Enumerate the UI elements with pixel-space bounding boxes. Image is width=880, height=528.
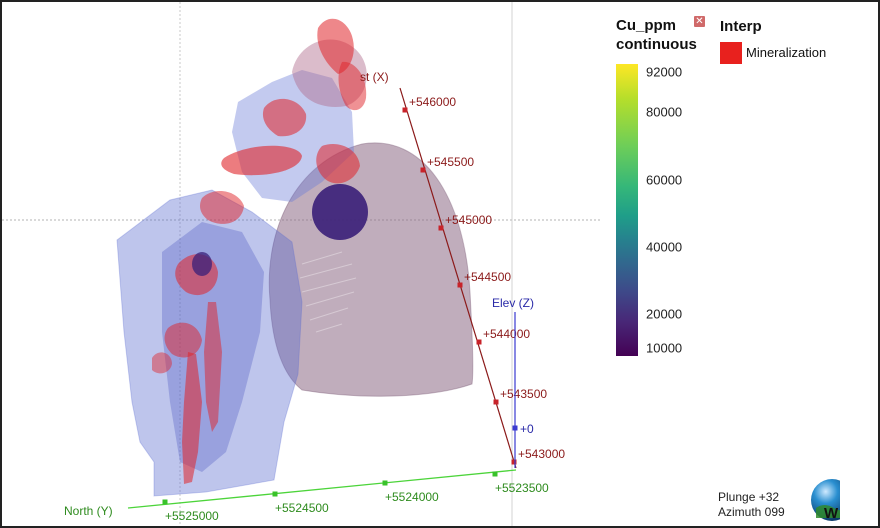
svg-text:W: W bbox=[824, 505, 839, 522]
view-orientation: Plunge +32 Azimuth 099 bbox=[718, 490, 785, 520]
north-axis-tick-label: +5524500 bbox=[275, 501, 329, 515]
east-axis-tick bbox=[402, 107, 408, 113]
east-axis-tick bbox=[457, 282, 463, 288]
interp-legend-title: Interp bbox=[720, 18, 762, 35]
close-icon[interactable]: ✕ bbox=[694, 16, 705, 27]
north-axis-label: North (Y) bbox=[64, 504, 113, 518]
east-axis-tick bbox=[476, 339, 482, 345]
north-axis-tick-label: +5525000 bbox=[165, 509, 219, 523]
mineralization-swatch bbox=[720, 42, 742, 64]
colorbar-title-line1: Cu_ppm bbox=[616, 17, 676, 34]
colorbar-tick-label: 40000 bbox=[646, 239, 683, 255]
mineralization-label: Mineralization bbox=[746, 45, 827, 60]
east-axis-tick-label: +544500 bbox=[464, 270, 511, 284]
colorbar-tick-label: 10000 bbox=[646, 340, 683, 356]
dome-hatching bbox=[299, 251, 357, 333]
east-axis-tick bbox=[493, 399, 499, 405]
colorbar-tick-label: 92000 bbox=[646, 64, 683, 80]
north-axis-tick bbox=[492, 471, 498, 477]
east-axis: st (X) +546000 +545500 +545000 +544500 +54400… bbox=[360, 70, 565, 469]
north-axis-tick bbox=[272, 491, 278, 497]
east-axis-tick bbox=[438, 225, 444, 231]
north-axis-tick bbox=[382, 480, 388, 486]
elev-axis-tick-label: +0 bbox=[520, 422, 534, 436]
colorbar-tick-label: 60000 bbox=[646, 172, 683, 188]
east-axis-tick-label: +543000 bbox=[518, 447, 565, 461]
elev-axis: Elev (Z) +0 bbox=[492, 296, 534, 468]
elev-axis-tick bbox=[512, 425, 518, 431]
east-axis-tick-label: +544000 bbox=[483, 327, 530, 341]
colorbar-title-line2: continuous bbox=[616, 36, 697, 53]
east-axis-line bbox=[399, 87, 517, 469]
north-axis-tick-label: +5524000 bbox=[385, 490, 439, 504]
colorbar-title: Cu_ppm continuous bbox=[616, 16, 697, 54]
east-axis-tick-label: +546000 bbox=[409, 95, 456, 109]
elev-axis-label: Elev (Z) bbox=[492, 296, 534, 310]
east-axis-tick bbox=[420, 167, 426, 173]
north-axis-tick-label: +5523500 bbox=[495, 481, 549, 495]
east-axis-label: st (X) bbox=[360, 70, 389, 84]
east-axis-tick-label: +545000 bbox=[445, 213, 492, 227]
globe-logo-icon: W bbox=[810, 478, 840, 522]
high-grade-blob-small bbox=[192, 252, 212, 276]
colorbar bbox=[616, 64, 638, 356]
colorbar-tick-label: 80000 bbox=[646, 104, 683, 120]
east-axis-tick bbox=[511, 459, 517, 465]
plunge-readout: Plunge +32 bbox=[718, 490, 780, 504]
east-axis-tick-label: +545500 bbox=[427, 155, 474, 169]
east-axis-tick-label: +543500 bbox=[500, 387, 547, 401]
high-grade-blob-large bbox=[312, 184, 368, 240]
north-axis-tick bbox=[162, 499, 168, 505]
north-axis: North (Y) +5525000 +5524500 +5524000 +552350… bbox=[64, 469, 549, 523]
colorbar-tick-label: 20000 bbox=[646, 306, 683, 322]
north-axis-line bbox=[127, 469, 517, 509]
azimuth-readout: Azimuth 099 bbox=[718, 505, 785, 519]
